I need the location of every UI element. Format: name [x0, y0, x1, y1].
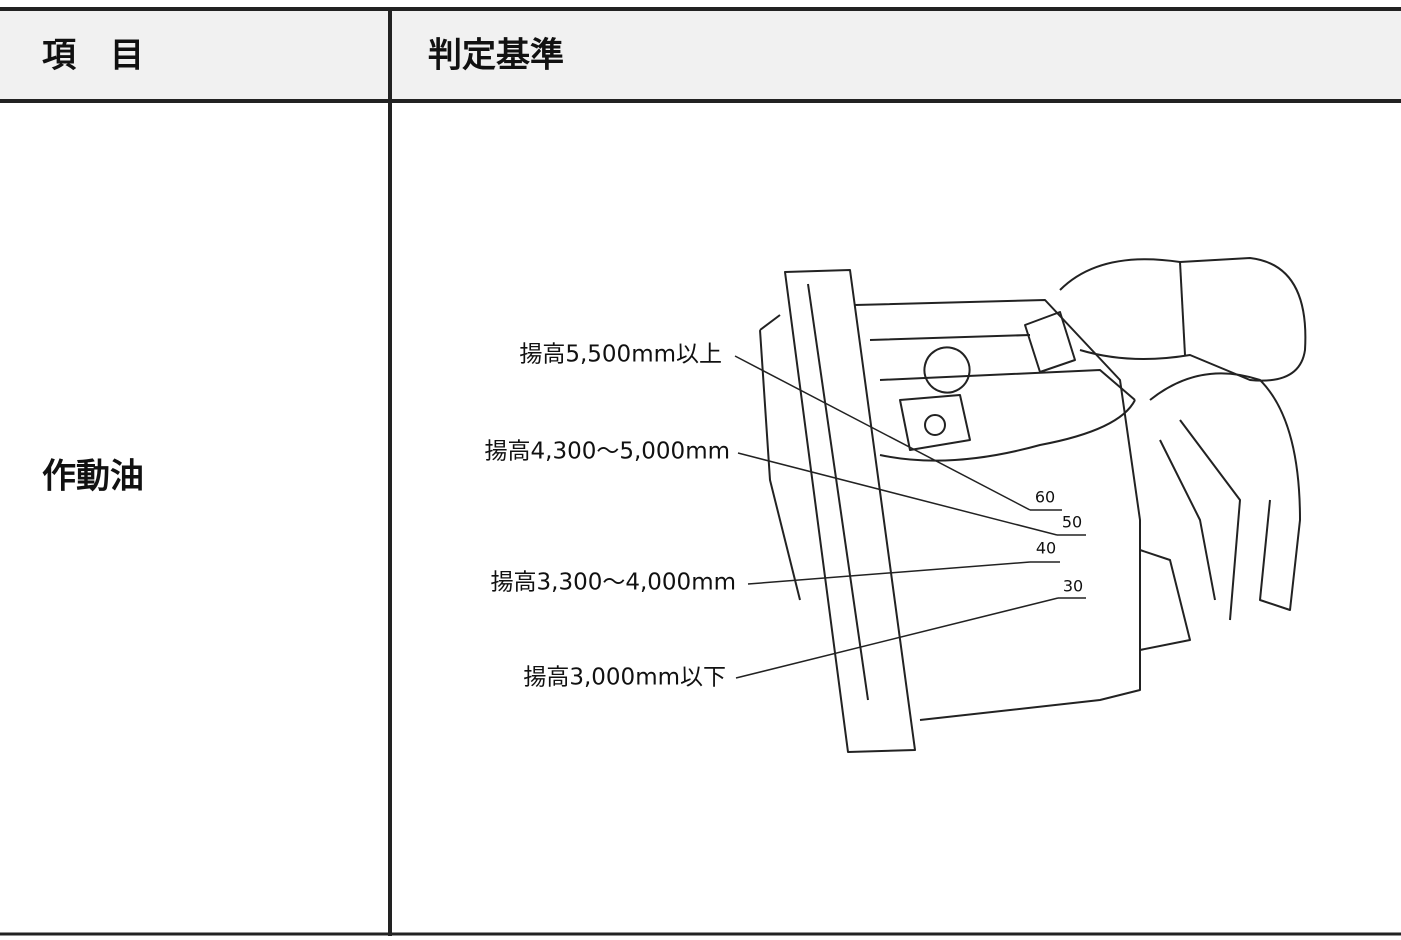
row-item: 作動油: [42, 457, 144, 497]
leader-lines: [734, 355, 1086, 679]
header-cell: 判定基準: [428, 36, 564, 76]
level-label: 揚高4,300～5,000mm: [485, 439, 731, 465]
gauge-mark: 40: [1036, 539, 1056, 558]
gauge-mark: 60: [1035, 488, 1055, 507]
level-label: 揚高5,500mm以上: [519, 342, 722, 368]
gauge-mark: 50: [1062, 513, 1082, 532]
level-label: 揚高3,300～4,000mm: [491, 570, 737, 596]
gauge-mark: 30: [1063, 577, 1083, 596]
header-bg: [0, 9, 1401, 101]
level-label: 揚高3,000mm以下: [523, 665, 726, 691]
illustration: [759, 257, 1307, 753]
header-cell: 項 目: [42, 36, 144, 76]
